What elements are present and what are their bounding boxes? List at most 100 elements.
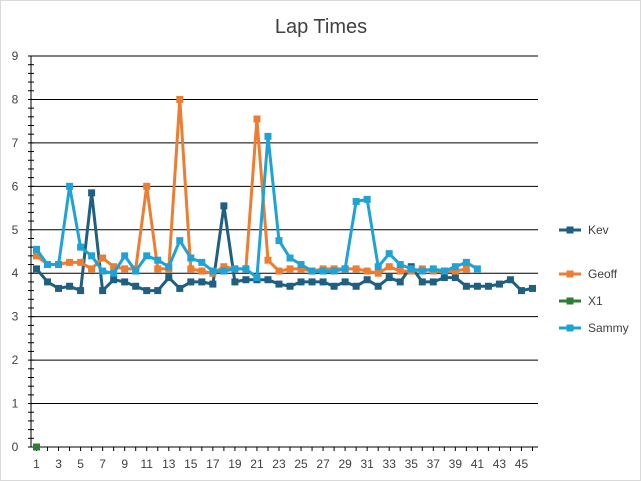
data-point-geoff: [374, 269, 382, 277]
data-point-geoff: [121, 265, 129, 273]
legend-marker-kev: [566, 226, 574, 234]
y-tick-label: 1: [12, 397, 19, 411]
data-point-sammy: [132, 267, 140, 275]
data-point-sammy: [143, 252, 151, 260]
data-point-kev: [88, 189, 96, 197]
data-point-kev: [176, 284, 184, 292]
data-point-sammy: [363, 195, 371, 203]
legend-label-sammy: Sammy: [588, 321, 629, 335]
data-point-sammy: [429, 265, 437, 273]
data-point-geoff: [99, 254, 107, 262]
x-tick-label: 45: [515, 457, 529, 471]
data-point-sammy: [231, 265, 239, 273]
data-point-sammy: [341, 265, 349, 273]
data-point-kev: [473, 282, 481, 290]
legend-marker-sammy: [566, 324, 574, 332]
data-point-geoff: [143, 182, 151, 190]
data-point-sammy: [462, 258, 470, 266]
data-point-kev: [374, 282, 382, 290]
chart-title: Lap Times: [275, 16, 367, 38]
data-point-geoff: [110, 263, 118, 271]
data-point-sammy: [253, 274, 261, 282]
legend: Kev Geoff X1 Sammy: [559, 223, 629, 335]
data-point-kev: [33, 265, 41, 273]
data-point-kev: [132, 282, 140, 290]
data-point-kev: [242, 276, 250, 284]
y-tick-label: 3: [12, 310, 19, 324]
data-point-kev: [143, 287, 151, 295]
y-tick-label: 0: [12, 440, 19, 454]
data-point-sammy: [209, 267, 217, 275]
x-tick-label: 29: [338, 457, 352, 471]
x-tick-label: 25: [294, 457, 308, 471]
legend-marker-geoff: [566, 270, 574, 278]
data-point-sammy: [286, 254, 294, 262]
data-point-kev: [330, 282, 338, 290]
x-tick-label: 13: [162, 457, 176, 471]
data-point-sammy: [440, 267, 448, 275]
data-point-kev: [297, 278, 305, 286]
x-tick-label: 9: [121, 457, 128, 471]
data-point-kev: [363, 276, 371, 284]
data-point-sammy: [121, 252, 129, 260]
data-point-sammy: [374, 263, 382, 271]
data-point-geoff: [451, 267, 459, 275]
x-tick-label: 17: [206, 457, 220, 471]
x-tick-label: 23: [272, 457, 286, 471]
x-tick-label: 39: [449, 457, 463, 471]
data-point-sammy: [396, 261, 404, 269]
data-point-geoff: [462, 265, 470, 273]
data-point-geoff: [352, 265, 360, 273]
data-point-kev: [110, 276, 118, 284]
data-point-kev: [506, 276, 514, 284]
data-point-geoff: [176, 95, 184, 103]
data-point-geoff: [33, 252, 41, 260]
x-tick-label: 33: [383, 457, 397, 471]
data-point-kev: [341, 278, 349, 286]
x-tick-label: 15: [184, 457, 198, 471]
data-point-kev: [462, 282, 470, 290]
data-point-sammy: [220, 267, 228, 275]
data-point-sammy: [44, 261, 52, 269]
data-point-geoff: [286, 265, 294, 273]
data-point-geoff: [264, 256, 272, 264]
x-axis: 1 3 5 7 9 11 13 15 17 19 21 23 25 27 29 31 33 35 37 39 41 43 4…: [33, 447, 533, 471]
data-point-geoff: [66, 258, 74, 266]
data-point-sammy: [198, 258, 206, 266]
legend-label-geoff: Geoff: [588, 267, 618, 281]
x-tick-label: 11: [140, 457, 153, 471]
data-point-kev: [231, 278, 239, 286]
data-point-kev: [55, 284, 63, 292]
series-line-kev: [35, 191, 533, 293]
data-point-sammy: [242, 265, 250, 273]
x-tick-label: 37: [427, 457, 441, 471]
data-point-sammy: [330, 267, 338, 275]
data-point-kev: [198, 278, 206, 286]
data-point-geoff: [275, 267, 283, 275]
data-point-geoff: [253, 115, 261, 123]
data-point-sammy: [77, 243, 85, 251]
gridlines: [31, 55, 538, 448]
data-point-sammy: [88, 252, 96, 260]
data-point-kev: [352, 282, 360, 290]
data-point-sammy: [154, 256, 162, 264]
x-tick-label: 31: [360, 457, 374, 471]
data-point-kev: [495, 280, 503, 288]
data-point-kev: [418, 278, 426, 286]
data-point-kev: [77, 287, 85, 295]
data-point-geoff: [396, 267, 404, 275]
data-point-sammy: [451, 263, 459, 271]
data-point-sammy: [407, 265, 415, 273]
data-point-sammy: [473, 265, 481, 273]
data-point-kev: [440, 274, 448, 282]
data-point-geoff: [198, 267, 206, 275]
y-tick-label: 9: [12, 49, 19, 63]
data-point-sammy: [33, 245, 41, 253]
data-point-sammy: [187, 254, 195, 262]
y-tick-label: 7: [12, 136, 19, 150]
data-point-sammy: [165, 263, 173, 271]
data-point-kev: [121, 278, 129, 286]
data-point-sammy: [264, 132, 272, 140]
series-line-geoff: [35, 97, 467, 275]
data-point-sammy: [55, 261, 63, 269]
